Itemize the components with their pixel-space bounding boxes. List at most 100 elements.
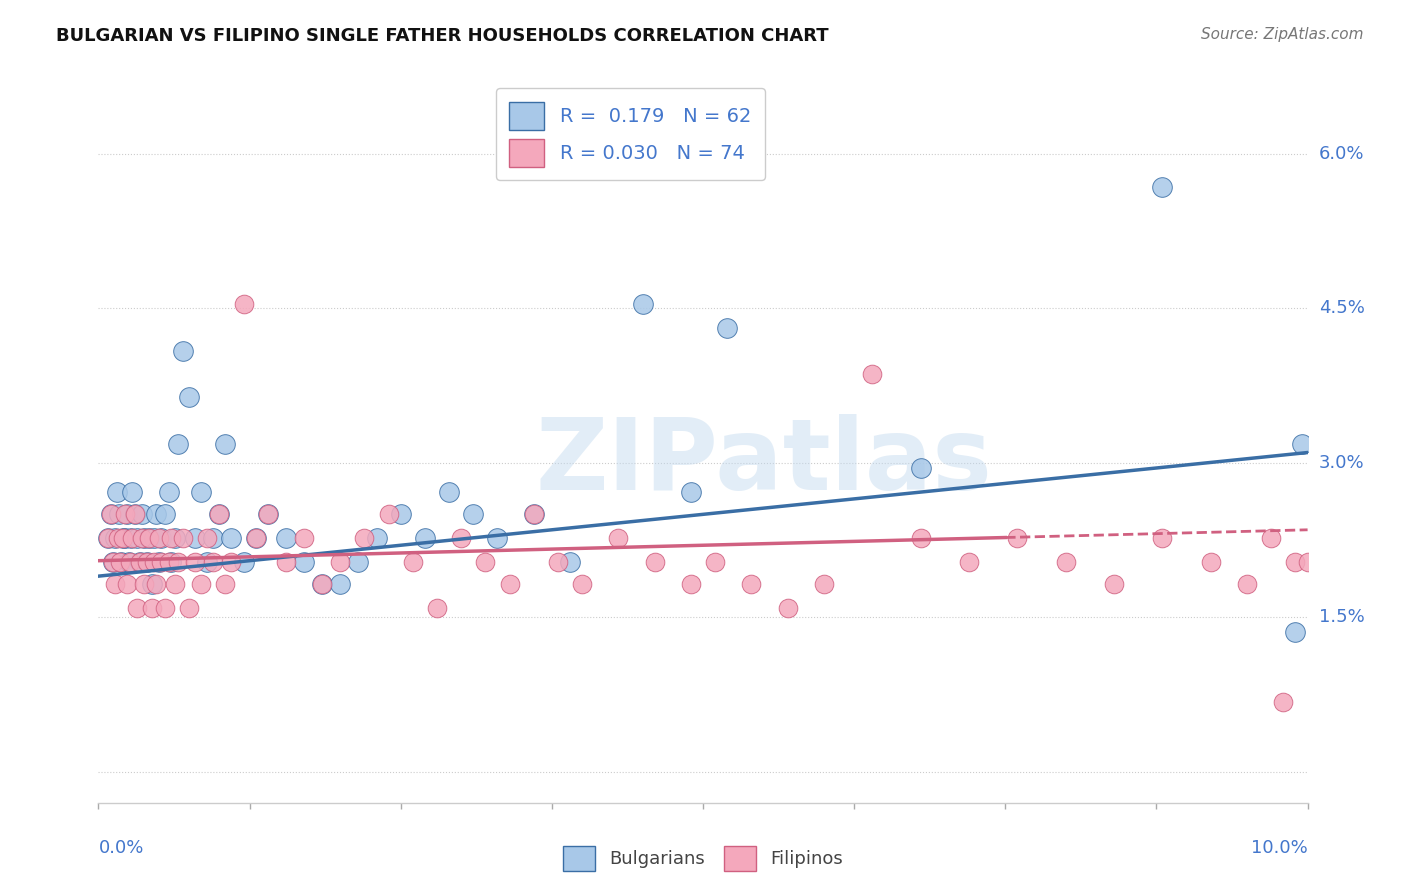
Point [426,601,449,615]
Point [190,577,212,591]
Point [141,577,163,591]
Text: 1.5%: 1.5% [1319,608,1364,626]
Point [256,508,278,522]
Point [474,555,496,569]
Text: ZIPatlas: ZIPatlas [536,415,991,511]
Point [329,577,352,591]
Point [679,577,702,591]
Point [347,555,370,569]
Point [214,437,236,451]
Legend: Bulgarians, Filipinos: Bulgarians, Filipinos [555,838,851,879]
Point [195,531,218,545]
Point [486,531,509,545]
Point [157,555,180,569]
Point [208,508,231,522]
Point [108,508,131,522]
Point [138,531,160,545]
Point [153,601,176,615]
Point [523,508,546,522]
Point [631,297,654,311]
Point [232,555,254,569]
Point [813,577,835,591]
Point [377,508,399,522]
Point [1291,437,1313,451]
Point [117,577,139,591]
Point [450,531,472,545]
Point [1284,624,1306,639]
Point [1102,577,1125,591]
Point [195,555,218,569]
Point [1054,555,1077,569]
Point [100,508,122,522]
Point [437,484,460,499]
Text: 10.0%: 10.0% [1251,838,1308,857]
Point [245,531,267,545]
Text: 3.0%: 3.0% [1319,454,1364,472]
Point [221,555,243,569]
Point [145,577,167,591]
Text: Source: ZipAtlas.com: Source: ZipAtlas.com [1201,27,1364,42]
Point [128,555,150,569]
Point [704,555,727,569]
Point [463,508,485,522]
Point [121,531,143,545]
Point [679,484,702,499]
Point [413,531,436,545]
Point [274,531,297,545]
Point [311,577,333,591]
Point [274,555,297,569]
Point [644,555,666,569]
Point [607,531,630,545]
Point [163,531,186,545]
Text: 4.5%: 4.5% [1319,300,1365,318]
Point [184,531,207,545]
Point [127,531,149,545]
Point [202,531,225,545]
Point [97,531,120,545]
Point [114,508,136,522]
Point [1296,555,1319,569]
Point [214,577,236,591]
Point [1272,695,1295,709]
Point [120,531,142,545]
Point [498,577,520,591]
Point [184,555,207,569]
Point [167,437,190,451]
Point [167,555,190,569]
Point [134,577,156,591]
Point [179,390,201,404]
Point [124,508,146,522]
Point [1007,531,1029,545]
Point [107,531,129,545]
Point [104,531,127,545]
Point [141,601,163,615]
Point [114,531,136,545]
Point [1199,555,1222,569]
Point [128,555,150,569]
Point [134,531,156,545]
Point [190,484,212,499]
Point [148,531,170,545]
Point [1284,555,1306,569]
Point [353,531,375,545]
Point [131,508,153,522]
Point [157,484,180,499]
Point [118,555,141,569]
Point [100,508,122,522]
Point [124,508,146,522]
Point [97,531,120,545]
Point [110,555,132,569]
Point [558,555,581,569]
Point [292,555,315,569]
Point [160,531,183,545]
Point [202,555,225,569]
Point [389,508,412,522]
Point [138,531,160,545]
Point [163,577,186,591]
Point [117,508,139,522]
Point [143,531,166,545]
Point [135,555,157,569]
Point [957,555,980,569]
Point [860,368,883,382]
Point [148,555,170,569]
